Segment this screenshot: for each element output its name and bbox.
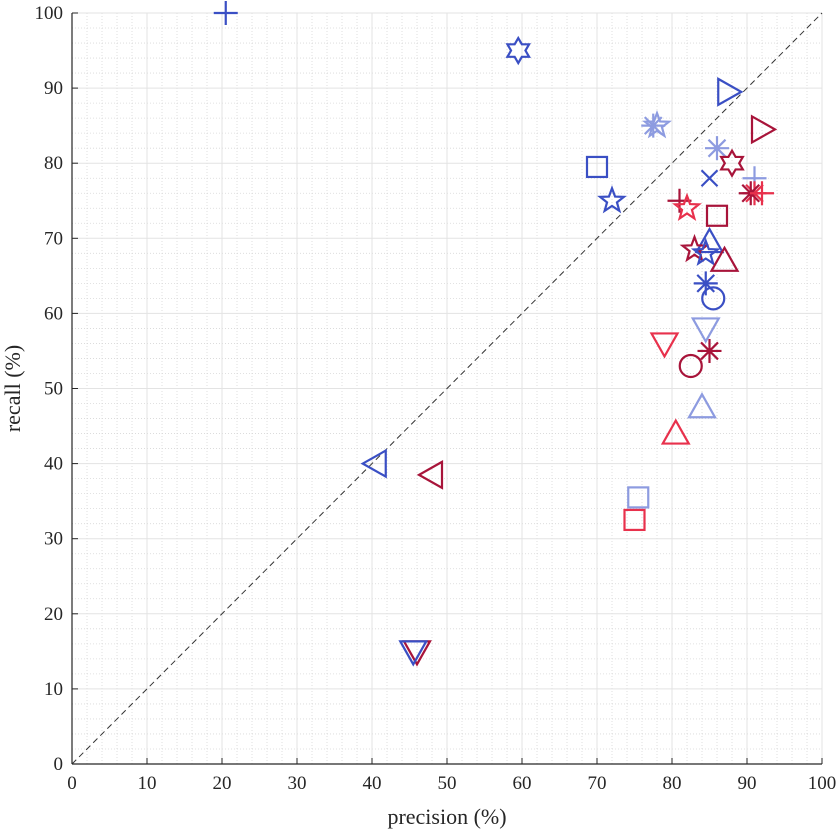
y-tick-label: 20 bbox=[44, 604, 63, 625]
point-triangle-up-19 bbox=[694, 226, 725, 254]
point-pentagram-16 bbox=[597, 185, 627, 214]
point-triangle-right-6 bbox=[750, 114, 778, 145]
data-points bbox=[213, 1, 778, 667]
point-plus-14 bbox=[750, 181, 774, 206]
point-asterisk-27 bbox=[697, 338, 722, 363]
y-tick-label: 70 bbox=[44, 228, 63, 249]
y-tick-label: 50 bbox=[44, 379, 63, 400]
point-plus-1 bbox=[213, 1, 238, 25]
point-triangle-down-25 bbox=[690, 317, 721, 344]
point-asterisk-4 bbox=[641, 113, 666, 138]
x-axis-title: precision (%) bbox=[387, 804, 506, 829]
point-square-18 bbox=[705, 204, 729, 227]
y-tick-label: 100 bbox=[35, 3, 64, 24]
point-square-34 bbox=[623, 508, 646, 532]
point-pentagram-17 bbox=[672, 192, 702, 221]
point-pentagram-21 bbox=[690, 237, 721, 267]
x-tick-label: 60 bbox=[513, 773, 532, 794]
y-tick-label: 10 bbox=[44, 679, 63, 700]
point-asterisk-7 bbox=[705, 136, 729, 161]
point-asterisk-23 bbox=[693, 271, 718, 296]
x-tick-label: 40 bbox=[363, 773, 382, 794]
x-tick-label: 90 bbox=[738, 773, 757, 794]
x-tick-label: 100 bbox=[808, 773, 837, 794]
point-triangle-down-26 bbox=[649, 332, 680, 359]
x-axis-ticks: 0 10 20 30 40 50 60 70 80 90 100 bbox=[67, 758, 836, 794]
point-triangle-left-31 bbox=[360, 448, 387, 479]
x-tick-label: 50 bbox=[438, 773, 457, 794]
y-axis-title: recall (%) bbox=[0, 345, 25, 432]
point-triangle-down-36 bbox=[398, 640, 429, 667]
point-triangle-up-22 bbox=[709, 245, 740, 272]
y-tick-label: 60 bbox=[44, 303, 63, 324]
x-tick-label: 20 bbox=[213, 773, 232, 794]
point-hexagram-2 bbox=[505, 35, 531, 66]
point-square-9 bbox=[585, 155, 609, 179]
y-tick-label: 30 bbox=[44, 529, 63, 550]
x-tick-label: 30 bbox=[288, 773, 307, 794]
x-tick-label: 0 bbox=[67, 773, 77, 794]
x-tick-label: 10 bbox=[138, 773, 157, 794]
x-tick-label: 80 bbox=[663, 773, 682, 794]
point-circle-28 bbox=[678, 353, 703, 379]
y-tick-label: 80 bbox=[44, 153, 63, 174]
point-triangle-up-29 bbox=[687, 392, 717, 419]
y-axis-ticks: 0 10 20 30 40 50 60 70 80 90 100 bbox=[35, 3, 78, 775]
y-tick-label: 0 bbox=[54, 754, 64, 775]
point-triangle-left-32 bbox=[416, 459, 444, 490]
reference-diagonal-line bbox=[71, 12, 823, 765]
point-circle-24 bbox=[701, 286, 726, 311]
y-tick-label: 90 bbox=[44, 78, 63, 99]
point-triangle-right-3 bbox=[717, 76, 744, 107]
point-pentagram-5 bbox=[642, 109, 672, 139]
point-square-33 bbox=[627, 486, 650, 509]
y-tick-label: 40 bbox=[44, 454, 63, 475]
x-tick-label: 70 bbox=[588, 773, 607, 794]
point-hexagram-8 bbox=[719, 148, 745, 178]
point-x-10 bbox=[700, 169, 719, 187]
point-triangle-up-30 bbox=[660, 418, 691, 445]
